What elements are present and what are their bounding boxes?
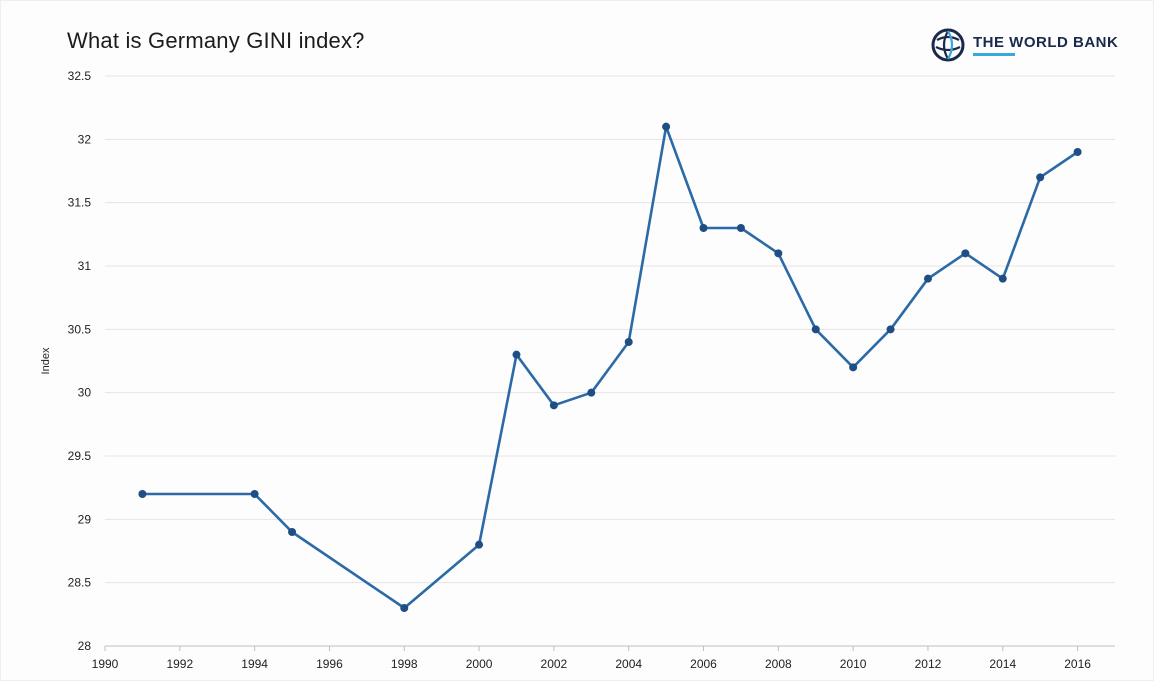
gridlines bbox=[105, 75, 1115, 584]
x-tick-label: 1992 bbox=[166, 657, 193, 671]
brand-accent-bar bbox=[973, 52, 1015, 56]
data-point bbox=[250, 490, 259, 498]
x-tick-labels: 1990 1992 1994 1996 1998 2000 2002 2004 2006 2008… bbox=[92, 657, 1092, 671]
data-point bbox=[774, 249, 783, 258]
data-point bbox=[288, 528, 297, 536]
y-tick-label: 30 bbox=[78, 386, 92, 400]
data-point bbox=[998, 274, 1007, 283]
data-point bbox=[512, 350, 521, 359]
series-line bbox=[142, 125, 1079, 610]
brand-name: THE WORLD BANK bbox=[973, 33, 1119, 51]
y-tick-label: 31 bbox=[78, 259, 92, 273]
data-point bbox=[1036, 173, 1045, 182]
y-tick-label: 30.5 bbox=[68, 322, 92, 336]
data-point bbox=[699, 224, 708, 232]
x-tick-label: 2012 bbox=[915, 657, 942, 671]
data-point bbox=[849, 363, 858, 372]
series-gini bbox=[138, 122, 1082, 612]
y-tick-label: 29 bbox=[78, 512, 92, 526]
x-tick-label: 2000 bbox=[466, 657, 493, 671]
x-tick-label: 2016 bbox=[1064, 657, 1091, 671]
data-point bbox=[587, 388, 596, 397]
axes bbox=[104, 645, 1115, 651]
x-tick-label: 2008 bbox=[765, 657, 792, 671]
y-tick-label: 28.5 bbox=[68, 576, 92, 590]
data-point bbox=[923, 274, 932, 283]
data-point bbox=[886, 325, 895, 334]
x-tick-label: 1998 bbox=[391, 657, 418, 671]
x-tick-label: 2006 bbox=[690, 657, 717, 671]
data-point bbox=[811, 325, 820, 334]
y-tick-labels: 28 28.5 29 29.5 30 30.5 31 31.5 32 32.5 bbox=[68, 69, 92, 653]
data-point bbox=[475, 540, 484, 549]
data-point bbox=[736, 224, 745, 232]
x-tick-label: 1996 bbox=[316, 657, 343, 671]
x-tick-label: 2010 bbox=[840, 657, 867, 671]
x-tick-label: 1994 bbox=[241, 657, 268, 671]
y-tick-label: 31.5 bbox=[68, 196, 92, 210]
chart-title: What is Germany GINI index? bbox=[67, 28, 365, 53]
data-point bbox=[624, 338, 633, 346]
data-point bbox=[961, 249, 970, 258]
data-point bbox=[1073, 148, 1082, 156]
data-point bbox=[662, 122, 671, 131]
y-tick-label: 32 bbox=[78, 132, 92, 146]
y-axis-title: Index bbox=[40, 347, 52, 374]
world-bank-logo: THE WORLD BANK bbox=[931, 23, 1118, 67]
x-tick-label: 2002 bbox=[541, 657, 568, 671]
y-tick-label: 28 bbox=[78, 639, 92, 653]
data-point bbox=[549, 401, 558, 410]
y-tick-label: 29.5 bbox=[68, 449, 92, 463]
data-point bbox=[400, 604, 409, 612]
data-point bbox=[138, 490, 147, 498]
globe-icon bbox=[931, 28, 965, 62]
x-tick-label: 1990 bbox=[92, 657, 119, 671]
y-tick-label: 32.5 bbox=[68, 69, 92, 83]
x-tick-label: 2014 bbox=[989, 657, 1016, 671]
x-tick-label: 2004 bbox=[615, 657, 642, 671]
